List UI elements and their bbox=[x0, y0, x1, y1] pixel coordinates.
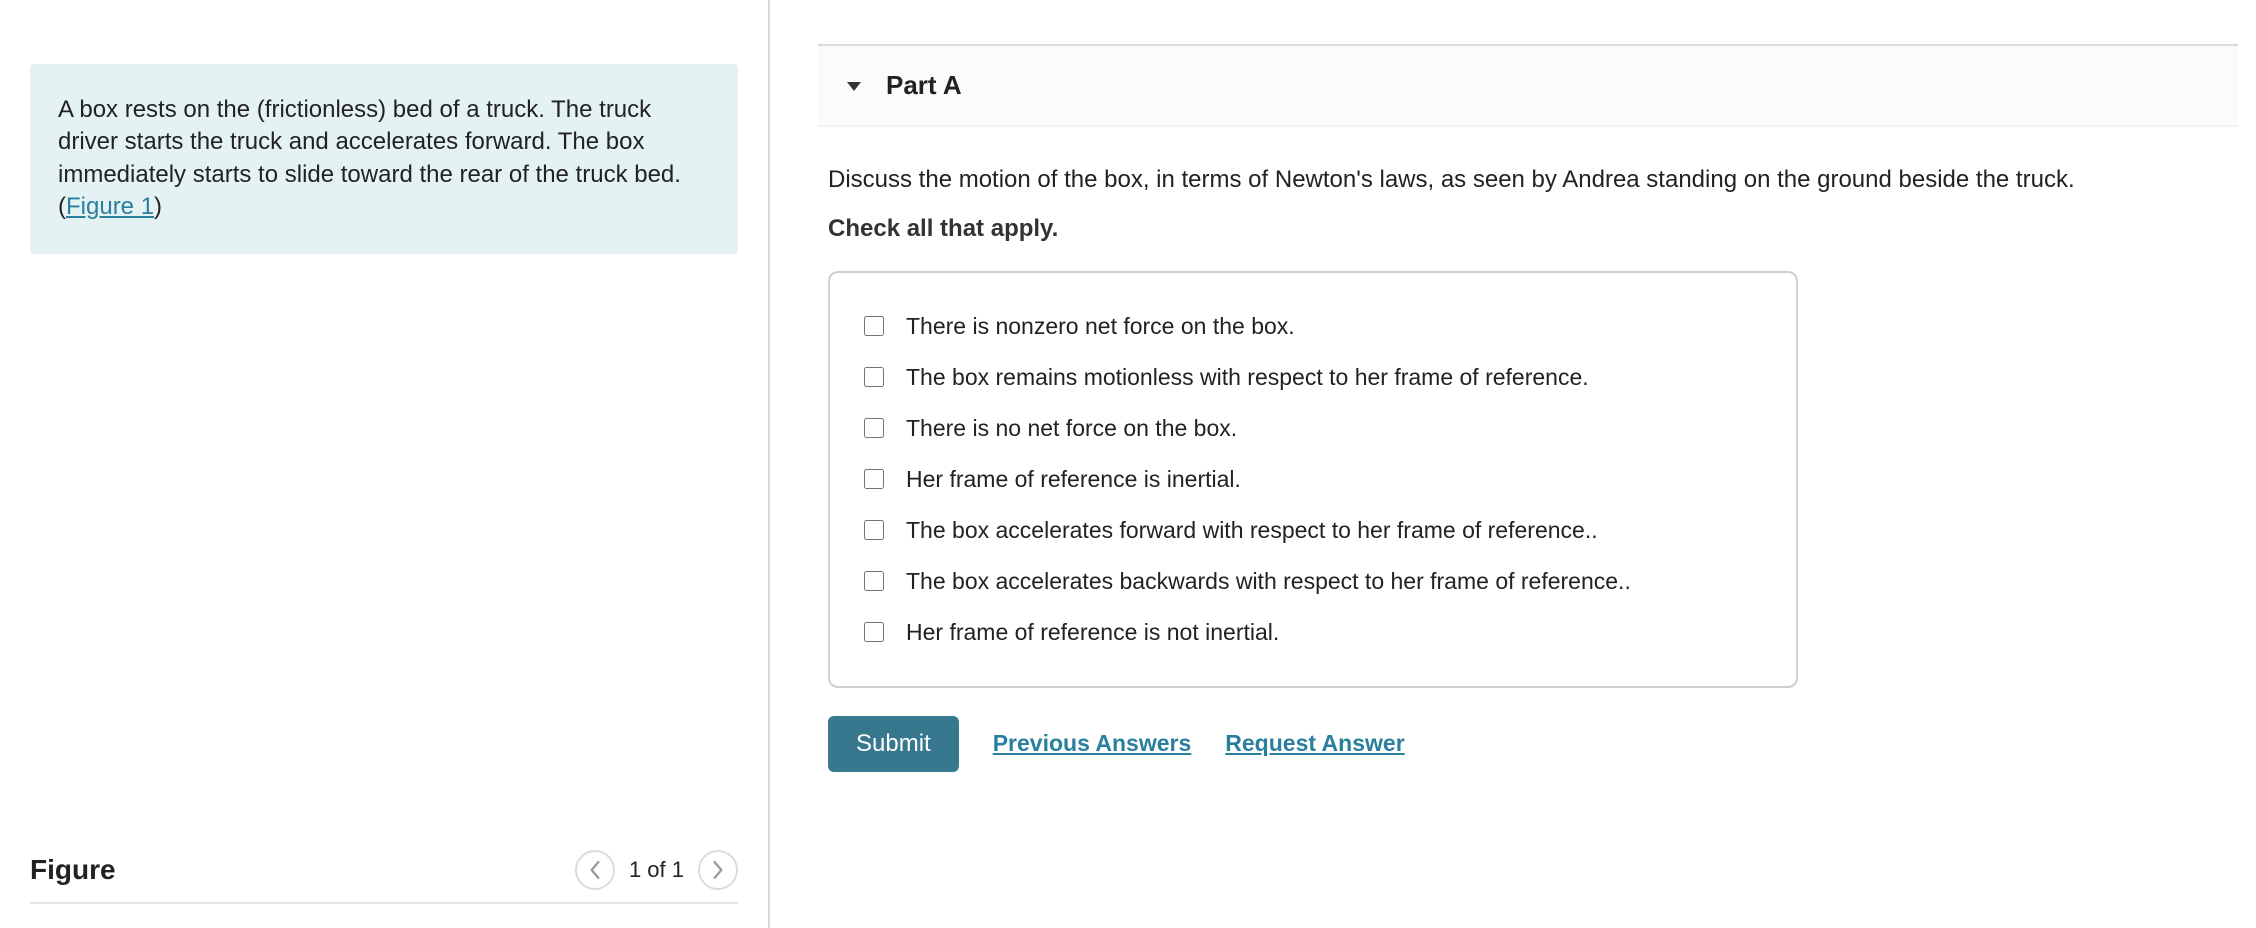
option-label[interactable]: There is nonzero net force on the box. bbox=[906, 313, 1295, 340]
next-figure-button[interactable] bbox=[698, 850, 738, 890]
option-row: The box accelerates forward with respect… bbox=[864, 505, 1762, 556]
problem-text-post: ) bbox=[154, 193, 162, 220]
prev-figure-button[interactable] bbox=[575, 850, 615, 890]
option-checkbox[interactable] bbox=[864, 571, 884, 591]
figure-pager-text: 1 of 1 bbox=[629, 857, 684, 883]
previous-answers-link[interactable]: Previous Answers bbox=[993, 730, 1192, 757]
chevron-right-icon bbox=[711, 861, 725, 879]
option-row: Her frame of reference is inertial. bbox=[864, 454, 1762, 505]
question-body: Discuss the motion of the box, in terms … bbox=[818, 127, 2238, 772]
option-checkbox[interactable] bbox=[864, 316, 884, 336]
actions-row: Submit Previous Answers Request Answer bbox=[828, 716, 2228, 772]
part-title: Part A bbox=[886, 70, 962, 101]
figure-pager: 1 of 1 bbox=[575, 850, 738, 890]
page-root: A box rests on the (frictionless) bed of… bbox=[0, 0, 2256, 928]
figure-link[interactable]: Figure 1 bbox=[66, 193, 154, 220]
submit-button[interactable]: Submit bbox=[828, 716, 959, 772]
option-checkbox[interactable] bbox=[864, 520, 884, 540]
option-row: There is no net force on the box. bbox=[864, 403, 1762, 454]
option-checkbox[interactable] bbox=[864, 367, 884, 387]
option-checkbox[interactable] bbox=[864, 418, 884, 438]
figure-bar: Figure 1 of 1 bbox=[30, 830, 738, 904]
option-checkbox[interactable] bbox=[864, 469, 884, 489]
option-row: The box accelerates backwards with respe… bbox=[864, 556, 1762, 607]
option-label[interactable]: Her frame of reference is inertial. bbox=[906, 466, 1241, 493]
option-label[interactable]: Her frame of reference is not inertial. bbox=[906, 619, 1279, 646]
option-row: Her frame of reference is not inertial. bbox=[864, 607, 1762, 658]
problem-statement: A box rests on the (frictionless) bed of… bbox=[30, 64, 738, 254]
option-row: There is nonzero net force on the box. bbox=[864, 301, 1762, 352]
question-instruction: Check all that apply. bbox=[828, 215, 2228, 243]
figure-title: Figure bbox=[30, 854, 116, 886]
options-box: There is nonzero net force on the box. T… bbox=[828, 271, 1798, 688]
chevron-left-icon bbox=[588, 861, 602, 879]
option-label[interactable]: The box remains motionless with respect … bbox=[906, 364, 1589, 391]
option-label[interactable]: There is no net force on the box. bbox=[906, 415, 1237, 442]
right-column: Part A Discuss the motion of the box, in… bbox=[770, 0, 2256, 928]
request-answer-link[interactable]: Request Answer bbox=[1225, 730, 1404, 757]
option-label[interactable]: The box accelerates backwards with respe… bbox=[906, 568, 1631, 595]
option-label[interactable]: The box accelerates forward with respect… bbox=[906, 517, 1598, 544]
question-prompt: Discuss the motion of the box, in terms … bbox=[828, 163, 2228, 197]
part-header[interactable]: Part A bbox=[818, 44, 2238, 127]
caret-down-icon bbox=[846, 72, 862, 100]
left-column: A box rests on the (frictionless) bed of… bbox=[0, 0, 770, 928]
option-checkbox[interactable] bbox=[864, 622, 884, 642]
option-row: The box remains motionless with respect … bbox=[864, 352, 1762, 403]
